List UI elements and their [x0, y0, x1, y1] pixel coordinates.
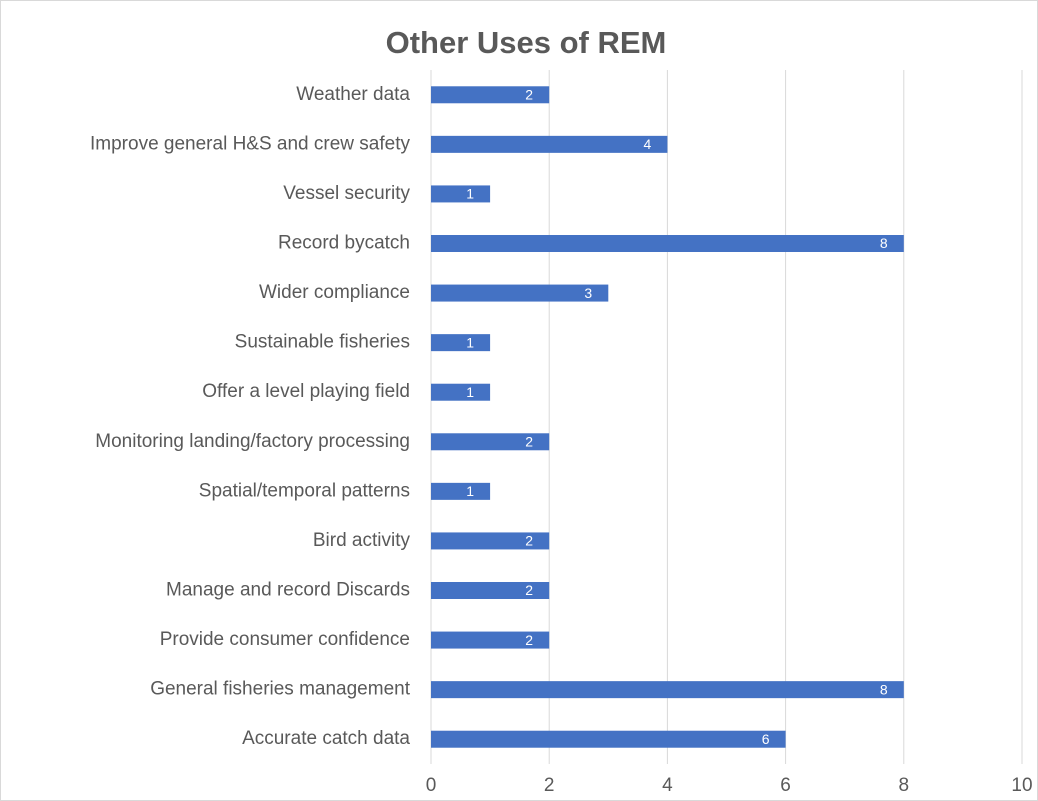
value-label: 8 [880, 235, 888, 251]
bar [431, 383, 491, 401]
y-tick-label: Spatial/temporal patterns [199, 480, 410, 501]
x-tick-label: 8 [899, 775, 910, 796]
y-tick-label: Improve general H&S and crew safety [90, 133, 410, 154]
value-label: 2 [525, 433, 533, 449]
y-tick-label: Bird activity [313, 530, 411, 551]
bar [431, 334, 491, 352]
x-tick-label: 0 [426, 775, 437, 796]
x-tick-label: 6 [780, 775, 791, 796]
x-tick-label: 10 [1011, 775, 1032, 796]
bar [431, 235, 904, 252]
value-label: 2 [525, 632, 533, 648]
value-label: 3 [584, 285, 592, 301]
value-label: 2 [525, 582, 533, 598]
y-tick-label: Weather data [296, 84, 410, 105]
value-label: 1 [466, 384, 474, 400]
bar [431, 631, 550, 649]
y-tick-label: Monitoring landing/factory processing [95, 431, 410, 452]
value-label: 4 [644, 136, 652, 152]
bar [431, 730, 786, 748]
bar [431, 135, 668, 153]
bar [431, 86, 550, 104]
value-label: 8 [880, 681, 888, 697]
value-label: 1 [466, 186, 474, 202]
bar [431, 532, 550, 550]
bar [431, 433, 550, 451]
value-label: 6 [762, 731, 770, 747]
y-tick-label: Record bycatch [278, 233, 410, 254]
y-tick-label: General fisheries management [150, 679, 411, 700]
y-tick-label: Provide consumer confidence [160, 629, 410, 650]
value-label: 2 [525, 86, 533, 102]
bar [431, 482, 491, 500]
y-tick-label: Wider compliance [259, 282, 410, 303]
bar [431, 284, 609, 302]
y-tick-label: Manage and record Discards [166, 580, 410, 601]
value-label: 1 [466, 483, 474, 499]
bar [431, 185, 491, 203]
x-tick-label: 4 [662, 775, 673, 796]
value-label: 2 [525, 533, 533, 549]
y-tick-label: Vessel security [283, 183, 410, 204]
bar [431, 681, 904, 699]
y-tick-label: Offer a level playing field [202, 381, 410, 402]
value-label: 1 [466, 334, 474, 350]
y-tick-label: Sustainable fisheries [235, 332, 410, 353]
x-tick-label: 2 [544, 775, 555, 796]
chart-title: Other Uses of REM [386, 25, 667, 60]
bar [431, 582, 550, 599]
y-tick-label: Accurate catch data [242, 728, 410, 749]
